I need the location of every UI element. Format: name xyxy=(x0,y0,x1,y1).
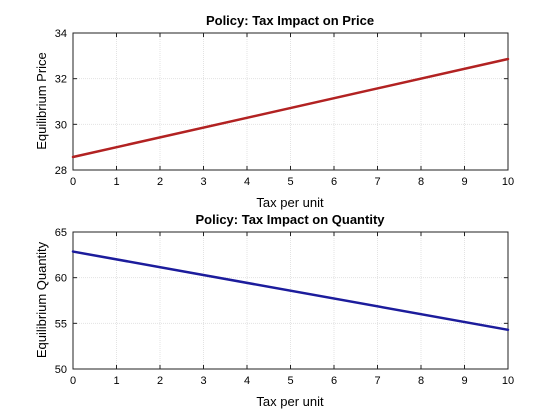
price-x-tick-label: 8 xyxy=(418,176,424,188)
quantity-y-tick-label: 60 xyxy=(55,273,67,285)
price-x-tick-label: 4 xyxy=(244,176,250,188)
quantity-x-tick-label: 4 xyxy=(244,375,250,387)
quantity-x-tick-label: 10 xyxy=(502,375,514,387)
quantity-x-tick-label: 0 xyxy=(70,375,76,387)
quantity-x-tick-label: 8 xyxy=(418,375,424,387)
price-x-tick-label: 3 xyxy=(200,176,206,188)
quantity-ticks: 0 1 2 3 4 5 6 7 8 9 10 50 55 60 65 xyxy=(55,227,514,387)
price-x-tick-label: 6 xyxy=(331,176,337,188)
quantity-x-tick-label: 6 xyxy=(331,375,337,387)
price-series xyxy=(71,57,510,159)
quantity-x-axis-label: Tax per unit xyxy=(256,394,324,409)
quantity-y-tick-label: 55 xyxy=(55,318,67,330)
quantity-x-tick-label: 5 xyxy=(287,375,293,387)
price-grid xyxy=(73,33,508,170)
price-y-tick-label: 28 xyxy=(55,165,67,177)
quantity-y-tick-label: 65 xyxy=(55,227,67,239)
price-y-tick-label: 30 xyxy=(55,119,67,131)
price-series-line xyxy=(71,57,510,159)
quantity-x-tick-label: 3 xyxy=(200,375,206,387)
quantity-grid xyxy=(73,232,508,369)
quantity-y-tick-label: 50 xyxy=(55,364,67,376)
price-y-tick-label: 34 xyxy=(55,28,67,40)
quantity-subplot: Policy: Tax Impact on Quantity 0 1 2 3 4 5 6 7 8… xyxy=(34,212,514,409)
quantity-x-tick-label: 7 xyxy=(374,375,380,387)
quantity-x-tick-label: 9 xyxy=(461,375,467,387)
quantity-x-tick-label: 1 xyxy=(113,375,119,387)
price-y-tick-label: 32 xyxy=(55,74,67,86)
price-x-tick-label: 10 xyxy=(502,176,514,188)
price-x-tick-label: 2 xyxy=(157,176,163,188)
price-x-tick-label: 9 xyxy=(461,176,467,188)
quantity-y-axis-label: Equilibrium Quantity xyxy=(34,241,49,358)
price-x-tick-label: 7 xyxy=(374,176,380,188)
quantity-series xyxy=(71,250,510,332)
price-y-axis-label: Equilibrium Price xyxy=(34,52,49,150)
price-x-tick-label: 1 xyxy=(113,176,119,188)
price-x-tick-label: 5 xyxy=(287,176,293,188)
quantity-chart-title: Policy: Tax Impact on Quantity xyxy=(195,212,385,227)
quantity-x-tick-label: 2 xyxy=(157,375,163,387)
quantity-series-line xyxy=(71,250,510,332)
price-subplot: Policy: Tax Impact on Price 0 1 2 3 4 5 6 7 8 9 10… xyxy=(34,13,514,210)
price-chart-title: Policy: Tax Impact on Price xyxy=(206,13,374,28)
price-x-axis-label: Tax per unit xyxy=(256,195,324,210)
price-x-tick-label: 0 xyxy=(70,176,76,188)
